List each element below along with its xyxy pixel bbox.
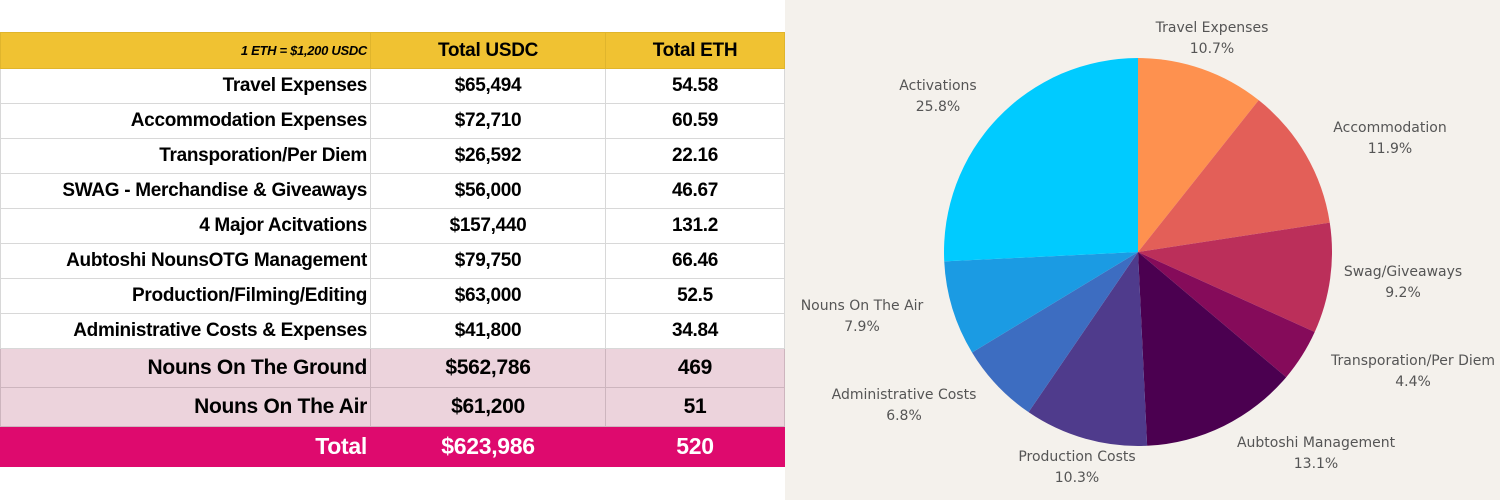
row-usdc: $61,200 [370,387,606,427]
slice-label-percent: 11.9% [1367,141,1413,157]
subtotal-row: Nouns On The Air $61,200 51 [0,387,785,427]
table-row: Administrative Costs & Expenses $41,800 34… [0,313,785,349]
slice-label-name: Travel Expenses [1155,20,1269,36]
row-label: SWAG - Merchandise & Giveaways [0,173,371,209]
row-eth: 52.5 [605,278,785,314]
pie-slice [944,252,1138,353]
row-eth: 131.2 [605,208,785,244]
slice-label-name: Transporation/Per Diem [1330,353,1496,369]
slice-label-percent: 7.9% [844,319,880,335]
row-label: Aubtoshi NounsOTG Management [0,243,371,279]
row-eth: 520 [605,426,785,467]
slice-label-name: Nouns On The Air [800,298,924,314]
table-row: Transporation/Per Diem $26,592 22.16 [0,138,785,174]
slice-label: Activations 25.8% [899,76,976,118]
slice-label-percent: 13.1% [1293,456,1339,472]
table-row: Accommodation Expenses $72,710 60.59 [0,103,785,139]
slice-label-percent: 4.4% [1395,374,1431,390]
row-eth: 46.67 [605,173,785,209]
row-eth: 22.16 [605,138,785,174]
slice-label-name: Accommodation [1333,120,1447,136]
header-total-usdc: Total USDC [370,32,606,69]
exchange-rate-label: 1 ETH = $1,200 USDC [0,32,371,69]
row-eth: 51 [605,387,785,427]
pie-slice [972,252,1138,413]
row-label: Travel Expenses [0,68,371,104]
row-eth: 54.58 [605,68,785,104]
slice-label-name: Administrative Costs [831,387,977,403]
row-eth: 469 [605,348,785,388]
pie-slice [1138,252,1287,446]
row-usdc: $65,494 [370,68,606,104]
pie-slice [1138,100,1330,252]
slice-label-percent: 6.8% [886,408,922,424]
subtotal-row: Nouns On The Ground $562,786 469 [0,348,785,388]
row-usdc: $41,800 [370,313,606,349]
row-label: Nouns On The Ground [0,348,371,388]
slice-label-name: Aubtoshi Management [1236,435,1396,451]
row-usdc: $79,750 [370,243,606,279]
slice-label-name: Activations [899,78,977,94]
header-total-eth: Total ETH [605,32,785,69]
row-eth: 60.59 [605,103,785,139]
row-eth: 66.46 [605,243,785,279]
slice-label-percent: 9.2% [1385,285,1421,301]
total-row: Total $623,986 520 [0,426,785,467]
pie-slice [1028,252,1148,446]
pie-chart: Travel Expenses 10.7% Accommodation 11.9% Sw… [785,0,1500,500]
slice-label: Nouns On The Air 7.9% [801,296,924,338]
row-label: Transporation/Per Diem [0,138,371,174]
pie-slice [1138,252,1315,378]
table-row: SWAG - Merchandise & Giveaways $56,000 46.… [0,173,785,209]
pie-svg [944,58,1332,446]
slice-label-name: Production Costs [1018,449,1136,465]
pie-slice [1138,222,1332,333]
row-usdc: $63,000 [370,278,606,314]
table-row: Travel Expenses $65,494 54.58 [0,68,785,104]
row-eth: 34.84 [605,313,785,349]
slice-label: Travel Expenses 10.7% [1156,18,1269,60]
row-usdc: $56,000 [370,173,606,209]
pie-slice [1138,58,1259,252]
row-label: Nouns On The Air [0,387,371,427]
row-label: Accommodation Expenses [0,103,371,139]
slice-label: Transporation/Per Diem 4.4% [1331,351,1495,393]
table-header-row: 1 ETH = $1,200 USDC Total USDC Total ETH [0,32,785,69]
slice-label: Administrative Costs 6.8% [832,385,977,427]
table-row: Production/Filming/Editing $63,000 52.5 [0,278,785,314]
slice-label: Accommodation 11.9% [1333,118,1446,160]
row-label: 4 Major Acitvations [0,208,371,244]
row-label: Administrative Costs & Expenses [0,313,371,349]
row-usdc: $26,592 [370,138,606,174]
slice-label-percent: 10.7% [1189,41,1235,57]
row-usdc: $623,986 [370,426,606,467]
row-usdc: $157,440 [370,208,606,244]
budget-table: 1 ETH = $1,200 USDC Total USDC Total ETH… [0,32,785,467]
pie-slice [944,58,1138,262]
table-row: Aubtoshi NounsOTG Management $79,750 66.46 [0,243,785,279]
slice-label: Swag/Giveaways 9.2% [1344,262,1462,304]
slice-label-percent: 10.3% [1054,470,1100,486]
row-label: Production/Filming/Editing [0,278,371,314]
table-row: 4 Major Acitvations $157,440 131.2 [0,208,785,244]
row-usdc: $562,786 [370,348,606,388]
row-label: Total [0,426,371,467]
slice-label-name: Swag/Giveaways [1343,264,1463,280]
slice-label: Aubtoshi Management 13.1% [1237,433,1395,475]
slice-label-percent: 25.8% [915,99,961,115]
slice-label: Production Costs 10.3% [1018,447,1135,489]
row-usdc: $72,710 [370,103,606,139]
